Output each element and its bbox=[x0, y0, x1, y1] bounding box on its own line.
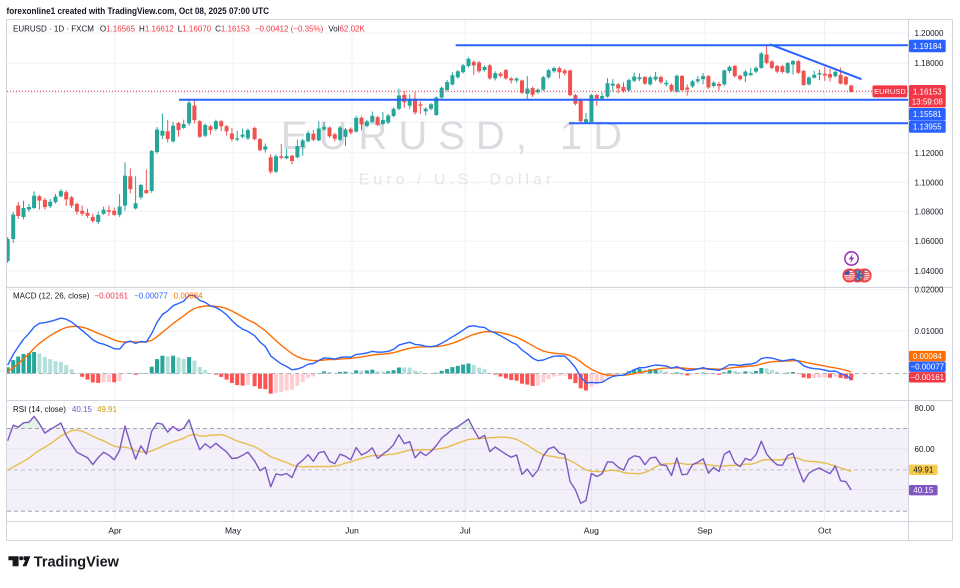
svg-text:80.00: 80.00 bbox=[915, 404, 936, 413]
svg-text:1.06000: 1.06000 bbox=[915, 237, 944, 246]
svg-text:49.91: 49.91 bbox=[913, 466, 934, 475]
svg-text:1.10000: 1.10000 bbox=[915, 178, 944, 187]
svg-text:13:59:08: 13:59:08 bbox=[912, 97, 944, 106]
svg-text:Aug: Aug bbox=[584, 526, 599, 536]
svg-text:0.01000: 0.01000 bbox=[915, 327, 944, 336]
svg-text:−0.00077: −0.00077 bbox=[911, 363, 945, 372]
svg-text:1.15581: 1.15581 bbox=[913, 110, 942, 119]
svg-text:Sep: Sep bbox=[697, 526, 712, 536]
svg-text:0.00084: 0.00084 bbox=[913, 352, 942, 361]
svg-text:Apr: Apr bbox=[108, 526, 121, 536]
svg-text:40.15: 40.15 bbox=[913, 486, 934, 495]
svg-text:1.04000: 1.04000 bbox=[915, 267, 944, 276]
svg-text:Euro / U.S. Dollar: Euro / U.S. Dollar bbox=[359, 172, 555, 189]
svg-text:1.16153: 1.16153 bbox=[913, 87, 942, 96]
svg-text:TradingView: TradingView bbox=[34, 555, 120, 571]
svg-text:1.12000: 1.12000 bbox=[915, 149, 944, 158]
svg-text:1.08000: 1.08000 bbox=[915, 208, 944, 217]
svg-text:1.18000: 1.18000 bbox=[915, 59, 944, 68]
svg-text:May: May bbox=[225, 526, 242, 536]
svg-text:forexonline1 created with Trad: forexonline1 created with TradingView.co… bbox=[7, 6, 270, 16]
svg-text:0.02000: 0.02000 bbox=[915, 286, 944, 295]
svg-text:1.20000: 1.20000 bbox=[915, 29, 944, 38]
svg-text:EURUSD: EURUSD bbox=[874, 87, 906, 96]
svg-text:1.19184: 1.19184 bbox=[913, 42, 942, 51]
svg-text:1.13955: 1.13955 bbox=[913, 123, 942, 132]
svg-text:−0.00161: −0.00161 bbox=[911, 373, 945, 382]
svg-text:Jul: Jul bbox=[460, 526, 471, 536]
svg-text:Jun: Jun bbox=[345, 526, 359, 536]
svg-text:EURUSD, 1D: EURUSD, 1D bbox=[281, 114, 633, 158]
svg-text:60.00: 60.00 bbox=[915, 445, 936, 454]
svg-text:MACD (12, 26, close)−0.00161−0: MACD (12, 26, close) −0.00161 −0.00077 0.00… bbox=[13, 291, 203, 300]
svg-text:Oct: Oct bbox=[818, 526, 832, 536]
